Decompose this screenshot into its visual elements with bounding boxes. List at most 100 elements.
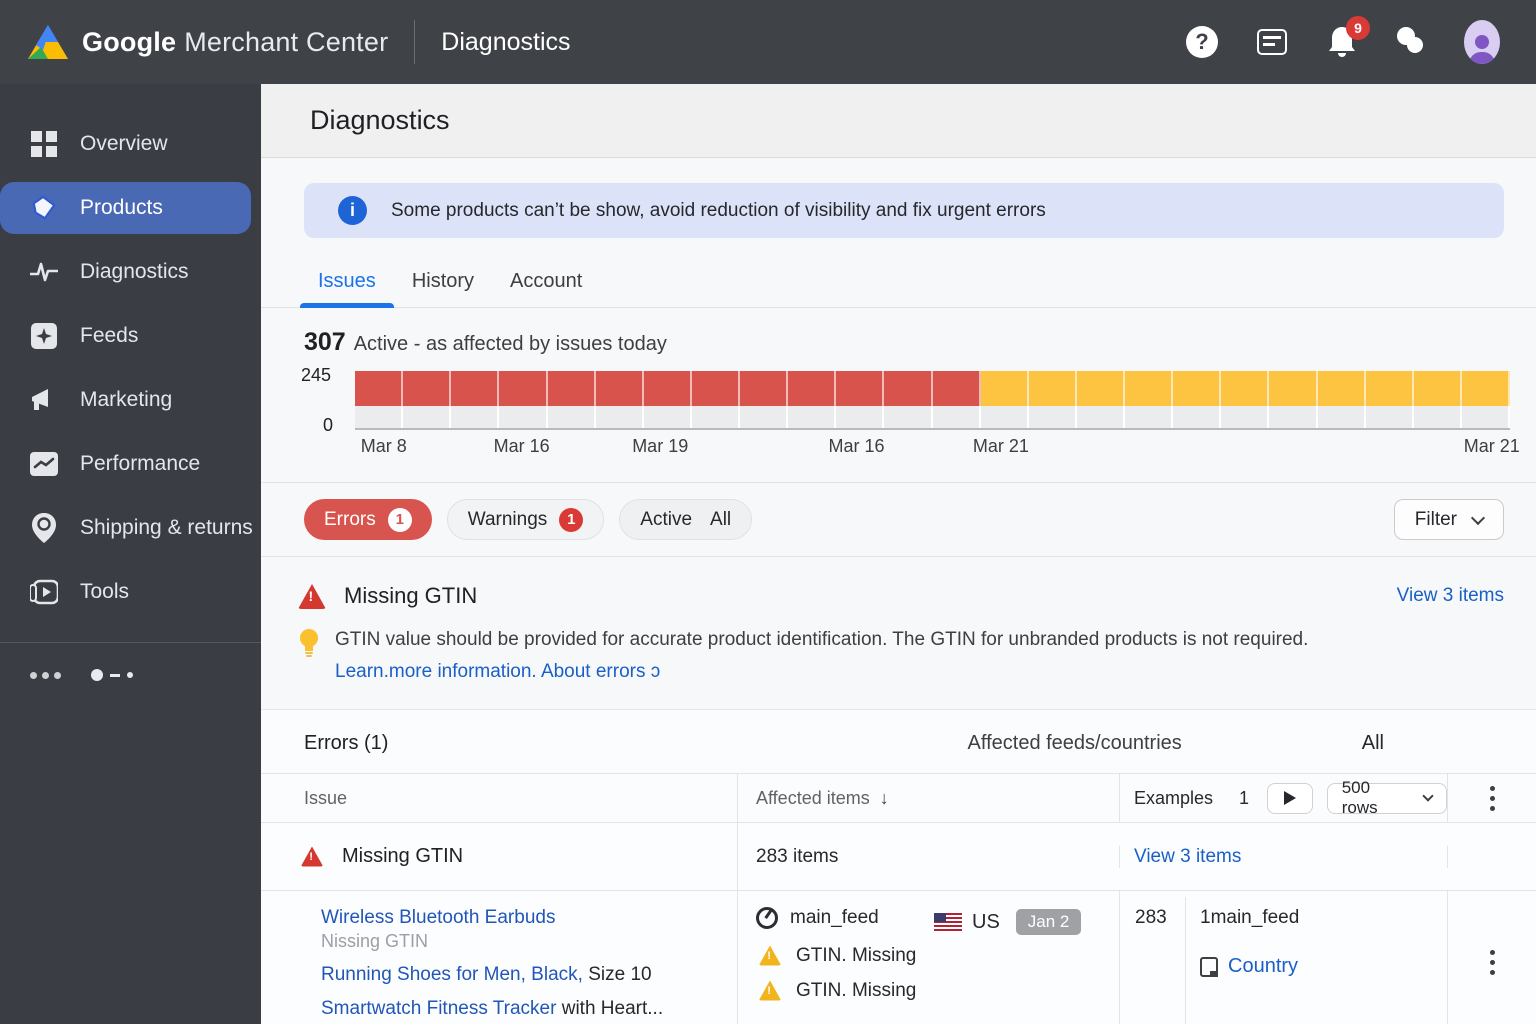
row-menu-button[interactable] — [1484, 944, 1501, 981]
errors-chip[interactable]: Errors 1 — [304, 499, 432, 540]
help-button[interactable]: ? — [1184, 24, 1220, 60]
warning-triangle-icon — [758, 980, 782, 1001]
brand: Google Merchant Center — [0, 25, 388, 59]
chart-segment-errors — [788, 371, 837, 406]
x-tick-label: Mar 19 — [632, 436, 689, 456]
chart-segment-errors — [643, 371, 692, 406]
col-examples: Examples — [1134, 787, 1214, 808]
chart-segment-warnings — [1173, 371, 1222, 406]
chart-under-segment — [788, 406, 837, 428]
chart-under-segment — [403, 406, 452, 428]
learn-more-links[interactable]: Learn.more information. About errors ɔ — [335, 661, 661, 682]
chart-x-axis-line — [355, 428, 1510, 430]
active-all-chip[interactable]: Active All — [619, 499, 753, 540]
banner-text: Some products can’t be show, avoid reduc… — [391, 199, 1046, 221]
sidebar-item-diagnostics[interactable]: Diagnostics — [0, 246, 261, 298]
sort-arrow-icon[interactable]: ↓ — [879, 787, 889, 808]
sidebar-item-products[interactable]: Products — [0, 182, 251, 234]
table-row[interactable]: Missing GTIN 283 items View 3 items — [261, 823, 1536, 891]
errors-chip-label: Errors — [324, 508, 376, 530]
more-options-dots-icon[interactable] — [30, 671, 61, 679]
chart-x-axis: Mar 8 Mar 16 Mar 19 Mar 16 Mar 21 Mar 21 — [355, 436, 1520, 466]
tab-account[interactable]: Account — [510, 270, 583, 292]
product-link[interactable]: Running Shoes for Men, Black, Size 10 — [321, 964, 652, 985]
rows-per-page-select[interactable]: 500 rows — [1326, 778, 1447, 817]
view-items-link[interactable]: View 3 items — [1396, 585, 1504, 606]
product-link[interactable]: Smartwatch Fitness Tracker with Heart... — [321, 998, 664, 1019]
chart-under-segment — [980, 406, 1029, 428]
sidebar-item-label: Performance — [80, 452, 201, 475]
next-page-button[interactable] — [1267, 782, 1313, 814]
play-square-icon — [30, 578, 58, 606]
brand-title: Google Merchant Center — [82, 26, 389, 57]
chart-under-segment — [451, 406, 500, 428]
topbar: Google Merchant Center Diagnostics ? 9 — [0, 0, 1536, 84]
topbar-divider — [414, 20, 416, 64]
chart-under-segment — [691, 406, 740, 428]
sidebar-item-overview[interactable]: Overview — [0, 118, 261, 170]
table-menu-button[interactable] — [1484, 780, 1501, 817]
sidebar-item-tools[interactable]: Tools — [0, 566, 261, 618]
col-affected-items[interactable]: Affected items — [756, 787, 870, 808]
error-triangle-icon — [300, 846, 324, 867]
sidebar-item-performance[interactable]: Performance — [0, 438, 261, 490]
chart-segment-warnings — [1461, 371, 1510, 406]
chart-under-segment — [1413, 406, 1462, 428]
section-divider-2 — [261, 556, 1536, 557]
chart-segment-errors — [836, 371, 885, 406]
chart-under-segment — [1028, 406, 1077, 428]
y-tick-max: 245 — [301, 365, 332, 385]
sidebar-item-label: Marketing — [80, 388, 173, 411]
chart-segment-errors — [691, 371, 740, 406]
sidebar-item-shipping-returns[interactable]: Shipping & returns — [0, 502, 261, 554]
sidebar-item-feeds[interactable]: Feeds — [0, 310, 261, 362]
x-tick-label: Mar 21 — [972, 436, 1029, 456]
country-code: US — [972, 910, 1000, 933]
warnings-chip[interactable]: Warnings 1 — [446, 499, 605, 540]
affected-all-value[interactable]: All — [1361, 732, 1384, 754]
issue-title: Missing GTIN — [344, 583, 478, 608]
section-divider — [261, 482, 1536, 483]
row-view-items-link[interactable]: View 3 items — [1134, 845, 1242, 867]
gtin-missing-label: GTIN. Missing — [796, 979, 917, 1001]
announcements-button[interactable] — [1254, 24, 1290, 60]
notifications-button[interactable]: 9 — [1324, 16, 1370, 60]
two-circles-icon — [1395, 25, 1429, 59]
chart-segment-errors — [740, 371, 789, 406]
rows-select-value: 500 rows — [1341, 778, 1378, 817]
tab-issues[interactable]: Issues — [300, 260, 394, 308]
feed-name: main_feed — [790, 907, 879, 928]
errors-table-section: Errors (1) Affected feeds/countries All … — [261, 709, 1536, 1024]
issues-chart: 245 0 Mar 8 Mar 16 Mar 19 Mar 16 Mar 21 Mar 2… — [261, 365, 1536, 466]
account-avatar[interactable] — [1464, 20, 1500, 64]
feeds-icon — [30, 322, 58, 350]
active-label: Active — [640, 508, 693, 530]
errors-section-header: Errors (1) Affected feeds/countries All — [261, 710, 1536, 773]
chart-under-segment — [499, 406, 548, 428]
summary-line: 307 Active - as affected by issues today — [261, 308, 1536, 357]
chart-segment-warnings — [1076, 371, 1125, 406]
tab-history[interactable]: History — [411, 270, 475, 292]
lightbulb-icon — [300, 629, 318, 657]
chart-segment-errors — [547, 371, 596, 406]
megaphone-icon — [30, 386, 58, 414]
country-link[interactable]: Country — [1200, 955, 1298, 978]
chart-segment-warnings — [1317, 371, 1366, 406]
notification-badge: 9 — [1346, 16, 1370, 40]
example-feed-name: 1main_feed — [1200, 907, 1300, 928]
product-link[interactable]: Wireless Bluetooth Earbuds — [321, 907, 556, 928]
chart-under-segment — [1317, 406, 1366, 428]
chart-under-segment — [740, 406, 789, 428]
list-icon — [1257, 29, 1287, 55]
chart-segment-errors — [884, 371, 933, 406]
chart-segment-errors — [355, 371, 404, 406]
errors-count-label: Errors (1) — [304, 732, 389, 754]
apps-button[interactable] — [1394, 24, 1430, 60]
feed-icon — [756, 907, 778, 929]
sidebar-item-marketing[interactable]: Marketing — [0, 374, 261, 426]
performance-chart-icon — [30, 450, 58, 478]
filter-button[interactable]: Filter — [1393, 499, 1504, 540]
sidebar-item-label: Tools — [80, 580, 130, 603]
topbar-page-title: Diagnostics — [441, 27, 571, 56]
avatar-icon — [1464, 20, 1500, 64]
